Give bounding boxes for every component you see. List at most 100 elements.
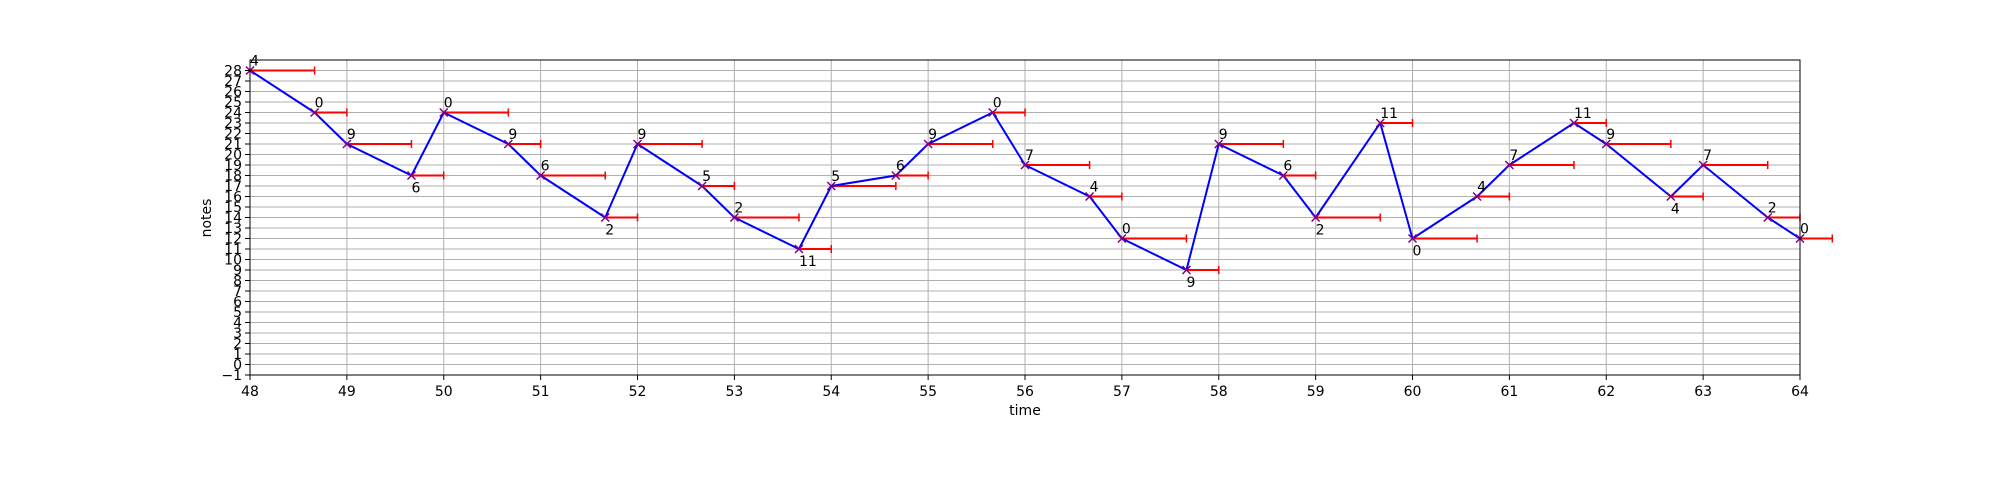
note-marker [697, 181, 707, 191]
note-marker [988, 107, 998, 118]
y-tick-label: 17 [224, 179, 242, 195]
note-label: 7 [1025, 148, 1034, 164]
note-marker [1020, 160, 1030, 170]
note-label: 0 [315, 96, 324, 112]
note-label: 2 [734, 201, 743, 217]
x-tick-label: 56 [1016, 384, 1034, 400]
y-tick-label: 12 [224, 232, 242, 248]
note-label: 9 [638, 127, 647, 143]
note-label: 0 [1800, 222, 1809, 238]
note-label: 11 [799, 254, 817, 270]
note-label: 7 [1703, 148, 1712, 164]
note-marker [1181, 265, 1191, 275]
y-tick-label: 1 [233, 347, 242, 363]
note-label: 2 [605, 223, 614, 239]
y-tick-label: 19 [224, 158, 242, 174]
note-label: 9 [1219, 127, 1228, 143]
note-marker [632, 139, 643, 149]
note-label: 2 [1768, 201, 1777, 217]
y-tick-label: 20 [224, 148, 242, 164]
y-tick-label: 25 [224, 95, 242, 111]
note-marker [923, 139, 933, 149]
note-label: 4 [1477, 180, 1486, 196]
y-tick-label: 7 [233, 284, 242, 300]
y-axis-title: notes [199, 199, 215, 238]
note-label: 4 [1090, 180, 1099, 196]
x-tick-label: 57 [1113, 384, 1131, 400]
note-marker [503, 139, 513, 149]
y-tick-label: 22 [224, 127, 242, 143]
x-tick-label: 60 [1404, 384, 1422, 400]
note-label: 6 [411, 181, 420, 197]
x-tick-label: 52 [629, 384, 647, 400]
y-tick-label: 24 [224, 106, 242, 122]
note-marker [1666, 191, 1676, 202]
note-marker [1763, 212, 1773, 223]
note-label: 0 [1122, 222, 1131, 238]
note-label: 6 [896, 159, 905, 175]
y-tick-label: 8 [233, 274, 242, 290]
note-marker [310, 107, 320, 118]
note-marker [1601, 139, 1611, 149]
note-label: 6 [541, 159, 550, 175]
y-tick-label: 28 [224, 64, 242, 80]
x-tick-label: 48 [241, 384, 259, 400]
y-tick-label: 4 [233, 316, 242, 332]
x-tick-label: 64 [1791, 384, 1809, 400]
note-marker [1407, 233, 1418, 244]
note-label: 0 [444, 96, 453, 112]
note-label: 11 [1380, 106, 1398, 122]
note-label: 4 [1671, 202, 1680, 218]
note-marker [536, 170, 546, 181]
note-label: 9 [347, 127, 356, 143]
x-tick-label: 59 [1307, 384, 1325, 400]
note-markers [245, 65, 1805, 275]
note-marker [1278, 170, 1288, 181]
y-tick-label: 14 [224, 211, 242, 227]
note-label: 7 [1509, 148, 1518, 164]
note-marker [1569, 118, 1579, 128]
y-tick-label: 5 [233, 305, 242, 321]
y-tick-label: 16 [224, 190, 242, 206]
note-label: 6 [1283, 159, 1292, 175]
note-label: 0 [1413, 244, 1422, 260]
note-marker [342, 139, 352, 149]
x-axis-title: time [1009, 403, 1041, 419]
y-tick-label: 10 [224, 253, 242, 269]
note-durations [250, 66, 1834, 274]
y-tick-label: 21 [224, 137, 242, 153]
note-marker [794, 244, 804, 254]
note-label: 0 [993, 96, 1002, 112]
x-tick-label: 51 [532, 384, 550, 400]
note-label: 5 [831, 169, 840, 185]
note-marker [1375, 118, 1385, 128]
note-marker [600, 212, 610, 223]
x-tick-label: 49 [338, 384, 356, 400]
note-marker [1214, 139, 1224, 149]
note-label: 9 [928, 127, 937, 143]
y-tick-label: 9 [233, 263, 242, 279]
y-tick-label: 11 [224, 242, 242, 258]
y-tick-label: 18 [224, 169, 242, 185]
x-tick-label: 50 [435, 384, 453, 400]
y-tick-label: 3 [233, 326, 242, 342]
y-tick-label: 6 [233, 295, 242, 311]
note-marker [1472, 191, 1482, 202]
note-marker [439, 107, 449, 118]
y-tick-label: 0 [233, 358, 242, 374]
note-marker [729, 212, 739, 223]
note-marker [406, 170, 416, 181]
y-tick-label: 13 [224, 221, 242, 237]
note-marker [1698, 160, 1708, 170]
note-label: 11 [1574, 106, 1592, 122]
y-tick-label: 23 [224, 116, 242, 132]
y-axis-ticks: −101234567891011121314151617181920212223… [221, 64, 250, 384]
y-tick-label: 2 [233, 337, 242, 353]
note-marker [891, 170, 901, 181]
note-label: 9 [508, 127, 517, 143]
x-tick-label: 63 [1694, 384, 1712, 400]
y-tick-label: 26 [224, 85, 242, 101]
x-tick-label: 54 [822, 384, 840, 400]
x-tick-label: 61 [1500, 384, 1518, 400]
note-label: 2 [1316, 223, 1325, 239]
